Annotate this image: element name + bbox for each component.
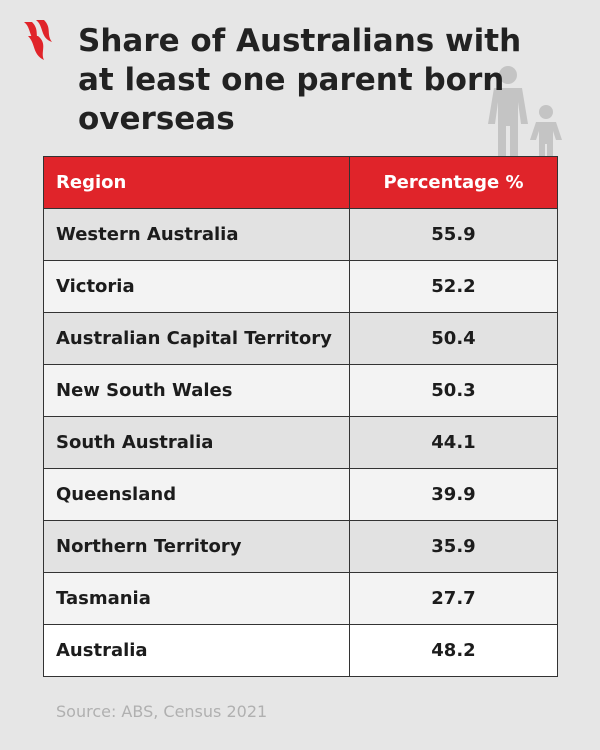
table: Region Percentage % Western Australia 55.… xyxy=(43,156,558,677)
percentage-cell: 50.3 xyxy=(349,364,558,417)
percentage-cell: 50.4 xyxy=(349,312,558,365)
logo xyxy=(24,20,52,60)
column-header: Percentage % xyxy=(349,156,558,209)
title: Share of Australians with at least one p… xyxy=(78,23,522,137)
percentage-cell: 35.9 xyxy=(349,520,558,573)
table-row: Queensland 39.9 xyxy=(43,468,558,521)
table-row: Australia 48.2 xyxy=(43,624,558,677)
table-row: Australian Capital Territory 50.4 xyxy=(43,312,558,365)
table-row: Tasmania 27.7 xyxy=(43,572,558,625)
region-cell: Australia xyxy=(43,624,350,677)
region-cell: Tasmania xyxy=(43,572,350,625)
percentage-cell: 48.2 xyxy=(349,624,558,677)
people-icon xyxy=(488,66,562,156)
table-row: Northern Territory 35.9 xyxy=(43,520,558,573)
percentage-cell: 52.2 xyxy=(349,260,558,313)
source: Source: ABS, Census 2021 xyxy=(56,702,268,721)
table-body: Western Australia 55.9 Victoria 52.2 Austral… xyxy=(43,208,558,677)
table-row: Western Australia 55.9 xyxy=(43,208,558,261)
region-cell: Northern Territory xyxy=(43,520,350,573)
percentage-cell: 44.1 xyxy=(349,416,558,469)
table-row: Victoria 52.2 xyxy=(43,260,558,313)
percentage-cell: 27.7 xyxy=(349,572,558,625)
percentage-cell: 39.9 xyxy=(349,468,558,521)
region-cell: South Australia xyxy=(43,416,350,469)
region-cell: Victoria xyxy=(43,260,350,313)
column-header: Region xyxy=(43,156,350,209)
table-row: South Australia 44.1 xyxy=(43,416,558,469)
percentage-cell: 55.9 xyxy=(349,208,558,261)
region-cell: New South Wales xyxy=(43,364,350,417)
header-row: Region Percentage % xyxy=(43,156,558,209)
region-cell: Western Australia xyxy=(43,208,350,261)
region-cell: Queensland xyxy=(43,468,350,521)
table-row: New South Wales 50.3 xyxy=(43,364,558,417)
region-cell: Australian Capital Territory xyxy=(43,312,350,365)
